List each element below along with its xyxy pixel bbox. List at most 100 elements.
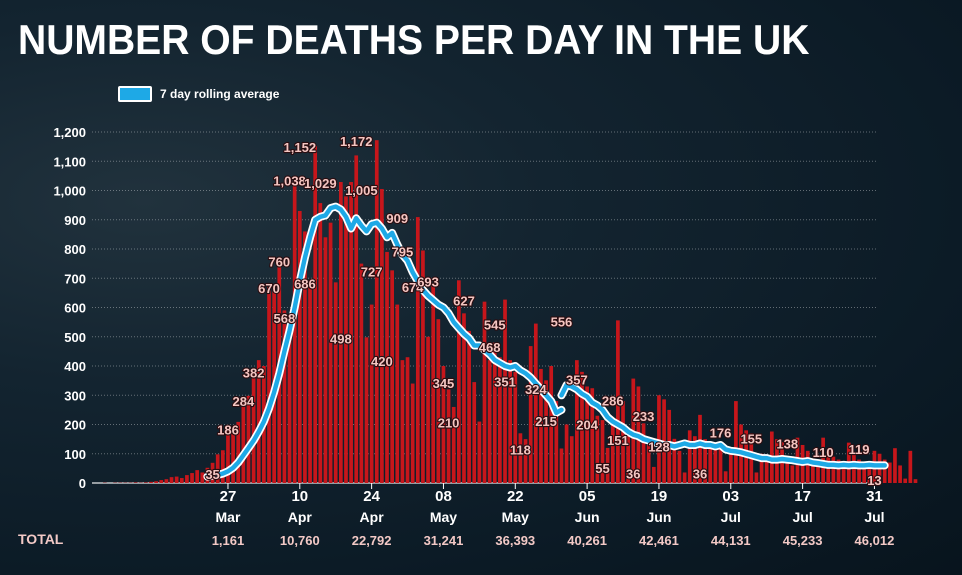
data-label: 204 <box>576 417 598 432</box>
cumulative-total: 42,461 <box>639 533 679 548</box>
bar <box>672 438 677 483</box>
bar <box>893 448 897 483</box>
y-tick-label: 300 <box>64 388 86 403</box>
y-tick-label: 500 <box>64 330 86 345</box>
bar <box>708 442 713 483</box>
bar <box>462 313 466 483</box>
bar <box>518 433 523 483</box>
bar <box>431 285 436 483</box>
bar <box>549 366 554 483</box>
rolling-average-line <box>559 382 887 468</box>
bar <box>703 439 707 483</box>
bar <box>333 282 338 483</box>
bar <box>595 415 600 483</box>
data-label: 545 <box>484 318 506 333</box>
chart-title: NUMBER OF DEATHS PER DAY IN THE UK <box>18 16 810 63</box>
rolling-average-line <box>205 204 564 479</box>
bar <box>564 424 569 483</box>
data-label: 498 <box>330 331 352 346</box>
bar <box>487 360 492 483</box>
bar <box>190 473 194 483</box>
data-label: 693 <box>417 274 439 289</box>
x-tick-day: 27 <box>220 488 237 505</box>
data-label: 55 <box>595 461 609 476</box>
data-label: 909 <box>386 211 408 226</box>
bar <box>174 476 179 483</box>
data-label: 760 <box>268 255 290 270</box>
data-label: 627 <box>453 294 475 309</box>
legend-label: 7 day rolling average <box>160 87 280 101</box>
bar <box>179 478 184 483</box>
bar <box>621 401 625 483</box>
bar <box>185 475 189 483</box>
data-label: 1,172 <box>340 134 373 149</box>
bar <box>610 424 615 483</box>
bar <box>575 360 579 483</box>
data-label: 210 <box>438 416 460 431</box>
bar <box>693 436 697 483</box>
y-tick-label: 800 <box>64 242 86 257</box>
bar <box>718 447 723 483</box>
x-tick-day: 08 <box>435 488 452 505</box>
bar <box>267 287 271 483</box>
bar <box>641 423 646 483</box>
bar <box>539 368 543 483</box>
data-label: 324 <box>525 382 547 397</box>
x-tick-month: Apr <box>360 509 385 525</box>
cumulative-total: 40,261 <box>567 533 607 548</box>
y-tick-label: 600 <box>64 301 86 316</box>
bar <box>754 472 759 483</box>
data-label: 556 <box>551 314 573 329</box>
cumulative-total: 46,012 <box>855 533 895 548</box>
x-tick-day: 22 <box>507 488 524 505</box>
bar <box>785 462 790 483</box>
bar <box>698 414 702 483</box>
bar <box>898 465 902 483</box>
cumulative-total: 44,131 <box>711 533 751 548</box>
bar <box>600 420 605 483</box>
bar <box>862 465 867 483</box>
data-label: 35 <box>205 467 219 482</box>
data-label: 357 <box>566 373 588 388</box>
data-label: 233 <box>633 409 655 424</box>
bar <box>426 336 430 483</box>
bar <box>585 386 589 483</box>
bar <box>657 395 661 483</box>
data-label: 468 <box>479 340 501 355</box>
data-label: 138 <box>776 437 798 452</box>
bar <box>400 360 405 483</box>
data-label: 13 <box>867 473 881 488</box>
y-tick-label: 400 <box>64 359 86 374</box>
bar <box>713 445 718 483</box>
bar <box>544 380 548 483</box>
data-label: 286 <box>602 393 624 408</box>
bar <box>723 471 728 483</box>
bar <box>836 459 841 483</box>
y-tick-label: 1,000 <box>53 184 86 199</box>
bar <box>513 371 518 483</box>
cumulative-total: 45,233 <box>783 533 823 548</box>
totals-row-label: TOTAL <box>18 531 64 547</box>
bar <box>359 263 364 483</box>
y-tick-label: 1,100 <box>53 154 86 169</box>
bar <box>677 450 682 483</box>
y-tick-label: 1,200 <box>53 125 86 140</box>
y-tick-label: 900 <box>64 213 86 228</box>
bar <box>303 231 307 483</box>
x-tick-day: 10 <box>291 488 308 505</box>
bar <box>903 478 908 483</box>
bar <box>790 465 795 483</box>
legend-swatch <box>118 86 152 102</box>
bar <box>354 155 359 483</box>
y-tick-label: 200 <box>64 418 86 433</box>
bar <box>805 450 810 483</box>
bar <box>385 251 389 483</box>
bar <box>759 453 764 483</box>
bar <box>287 316 292 483</box>
bar <box>236 421 241 483</box>
bar <box>580 371 584 483</box>
bar <box>503 299 507 483</box>
data-label: 345 <box>433 376 455 391</box>
bar <box>446 389 451 483</box>
bar <box>410 383 415 483</box>
